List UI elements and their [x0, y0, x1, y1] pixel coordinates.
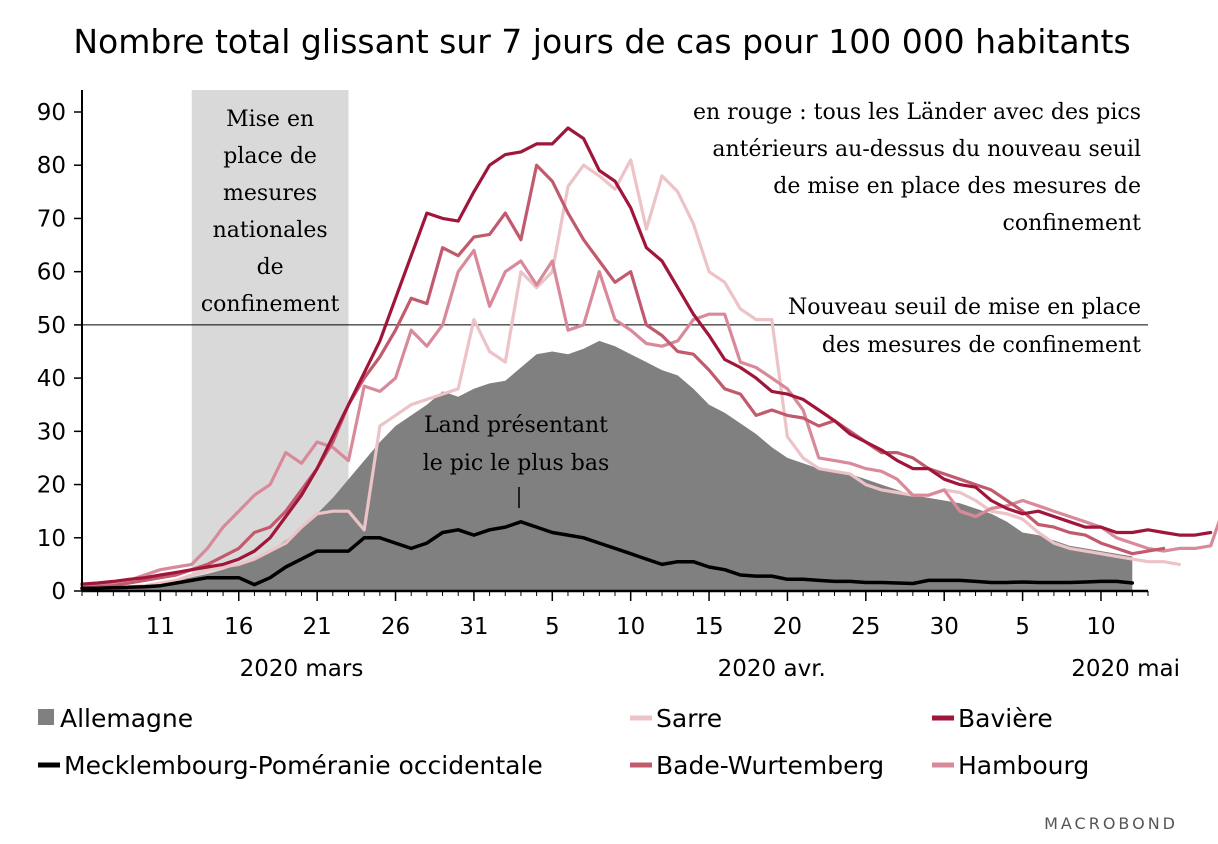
x-month-label: 2020 mai	[1071, 656, 1180, 682]
series-bade_wurtemberg-line	[80, 163, 1166, 590]
shaded-region-label: Mise en	[226, 107, 314, 132]
series-hambourg-line	[80, 248, 1218, 588]
series-sarre-line	[80, 158, 1182, 592]
chart-title: Nombre total glissant sur 7 jours de cas…	[73, 22, 1130, 61]
x-tick-label: 21	[303, 614, 332, 640]
shaded-region-rect	[191, 90, 349, 591]
x-tick-label: 20	[773, 614, 802, 640]
series-baviere-line	[80, 126, 1213, 586]
x-month-label: 2020 mars	[240, 656, 364, 682]
legend-label-allemagne: Allemagne	[60, 704, 193, 733]
x-tick-label: 5	[1015, 614, 1030, 640]
legend-label-hambourg: Hambourg	[958, 751, 1089, 780]
threshold-label: Nouveau seuil de mise en place	[788, 295, 1141, 320]
y-tick-label: 80	[37, 153, 66, 179]
x-tick-label: 15	[694, 614, 723, 640]
x-tick-label: 16	[224, 614, 253, 640]
shaded-region-label: place de	[223, 144, 317, 169]
y-tick-label: 0	[51, 579, 66, 605]
shaded-region-label: de	[257, 255, 284, 280]
x-month-label: 2020 avr.	[718, 656, 826, 682]
x-tick-label: 10	[1086, 614, 1115, 640]
annotations: Mise en place de mesures nationales de confin…	[201, 100, 1141, 508]
y-tick-label: 50	[37, 313, 66, 339]
x-tick-label: 31	[459, 614, 488, 640]
line-series	[80, 126, 1218, 592]
shaded-region	[191, 90, 349, 591]
x-tick-label: 30	[930, 614, 959, 640]
annotation-low-text: le pic le plus bas	[423, 451, 610, 476]
annotation-low-text: Land présentant	[424, 413, 608, 438]
annotation-red-text: en rouge : tous les Länder avec des pics	[693, 100, 1141, 125]
shaded-region-label: mesures	[223, 181, 317, 206]
series-allemagne-area	[82, 340, 1133, 591]
series-mecklembourg-line	[80, 520, 1135, 591]
y-tick-label: 60	[37, 260, 66, 286]
y-tick-label: 70	[37, 206, 66, 232]
annotation-red-text: de mise en place des mesures de	[773, 174, 1141, 199]
threshold-label: des mesures de confinement	[822, 333, 1141, 358]
legend-label-baviere: Bavière	[958, 704, 1053, 733]
y-tick-label: 40	[37, 366, 66, 392]
y-tick-label: 20	[37, 473, 66, 499]
shaded-region-label: confinement	[201, 292, 340, 317]
x-tick-label: 26	[381, 614, 410, 640]
x-tick-label: 5	[545, 614, 560, 640]
legend-label-bade_wurtemberg: Bade-Wurtemberg	[656, 751, 884, 780]
axes: 0 10 20 30 40 50 60 70 80 90 11 16 21 26 31 5 10 15 20 25 30…	[37, 90, 1180, 682]
area-series	[82, 340, 1133, 591]
legend: Allemagne Sarre Bavière Mecklembourg-Poméra…	[38, 704, 1089, 780]
annotation-red-text: antérieurs au-dessus du nouveau seuil	[712, 137, 1141, 162]
legend-swatch-allemagne	[38, 709, 54, 725]
legend-label-mecklembourg: Mecklembourg-Poméranie occidentale	[64, 751, 543, 780]
y-tick-label: 30	[37, 419, 66, 445]
brand-logo: MACROBOND	[1044, 814, 1178, 833]
y-tick-label: 90	[37, 100, 66, 126]
legend-label-sarre: Sarre	[656, 704, 722, 733]
y-tick-label: 10	[37, 526, 66, 552]
x-tick-label: 25	[851, 614, 880, 640]
shaded-region-label: nationales	[213, 218, 328, 243]
x-tick-label: 10	[616, 614, 645, 640]
x-tick-label: 11	[146, 614, 175, 640]
annotation-red-text: confinement	[1003, 211, 1142, 236]
